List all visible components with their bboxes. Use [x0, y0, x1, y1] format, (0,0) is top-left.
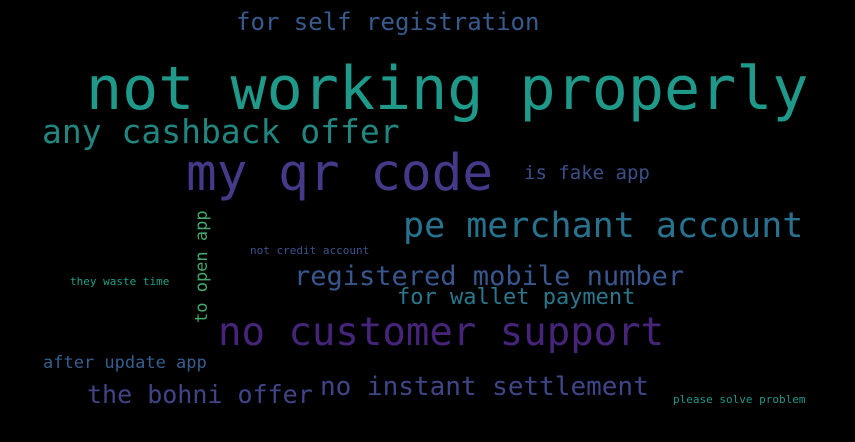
word-the-bohni-offer: the bohni offer — [87, 380, 313, 409]
word-to-open-app: to open app — [192, 210, 212, 323]
word-not-working-properly: not working properly — [86, 54, 809, 124]
word-any-cashback-offer: any cashback offer — [42, 112, 400, 151]
word-my-qr-code: my qr code — [186, 144, 494, 203]
word-no-instant-settlement: no instant settlement — [320, 372, 649, 402]
word-not-credit-account: not credit account — [250, 244, 370, 257]
word-after-update-app: after update app — [43, 353, 207, 373]
word-pe-merchant-account: pe merchant account — [403, 206, 804, 246]
word-they-waste-time: they waste time — [70, 275, 170, 288]
word-registered-mobile-number: registered mobile number — [294, 261, 685, 292]
word-no-customer-support: no customer support — [218, 310, 665, 355]
word-for-self-registration: for self registration — [236, 8, 540, 36]
word-is-fake-app: is fake app — [524, 162, 650, 184]
word-please-solve-problem: please solve problem — [673, 393, 806, 406]
word-for-wallet-payment: for wallet payment — [397, 285, 636, 310]
